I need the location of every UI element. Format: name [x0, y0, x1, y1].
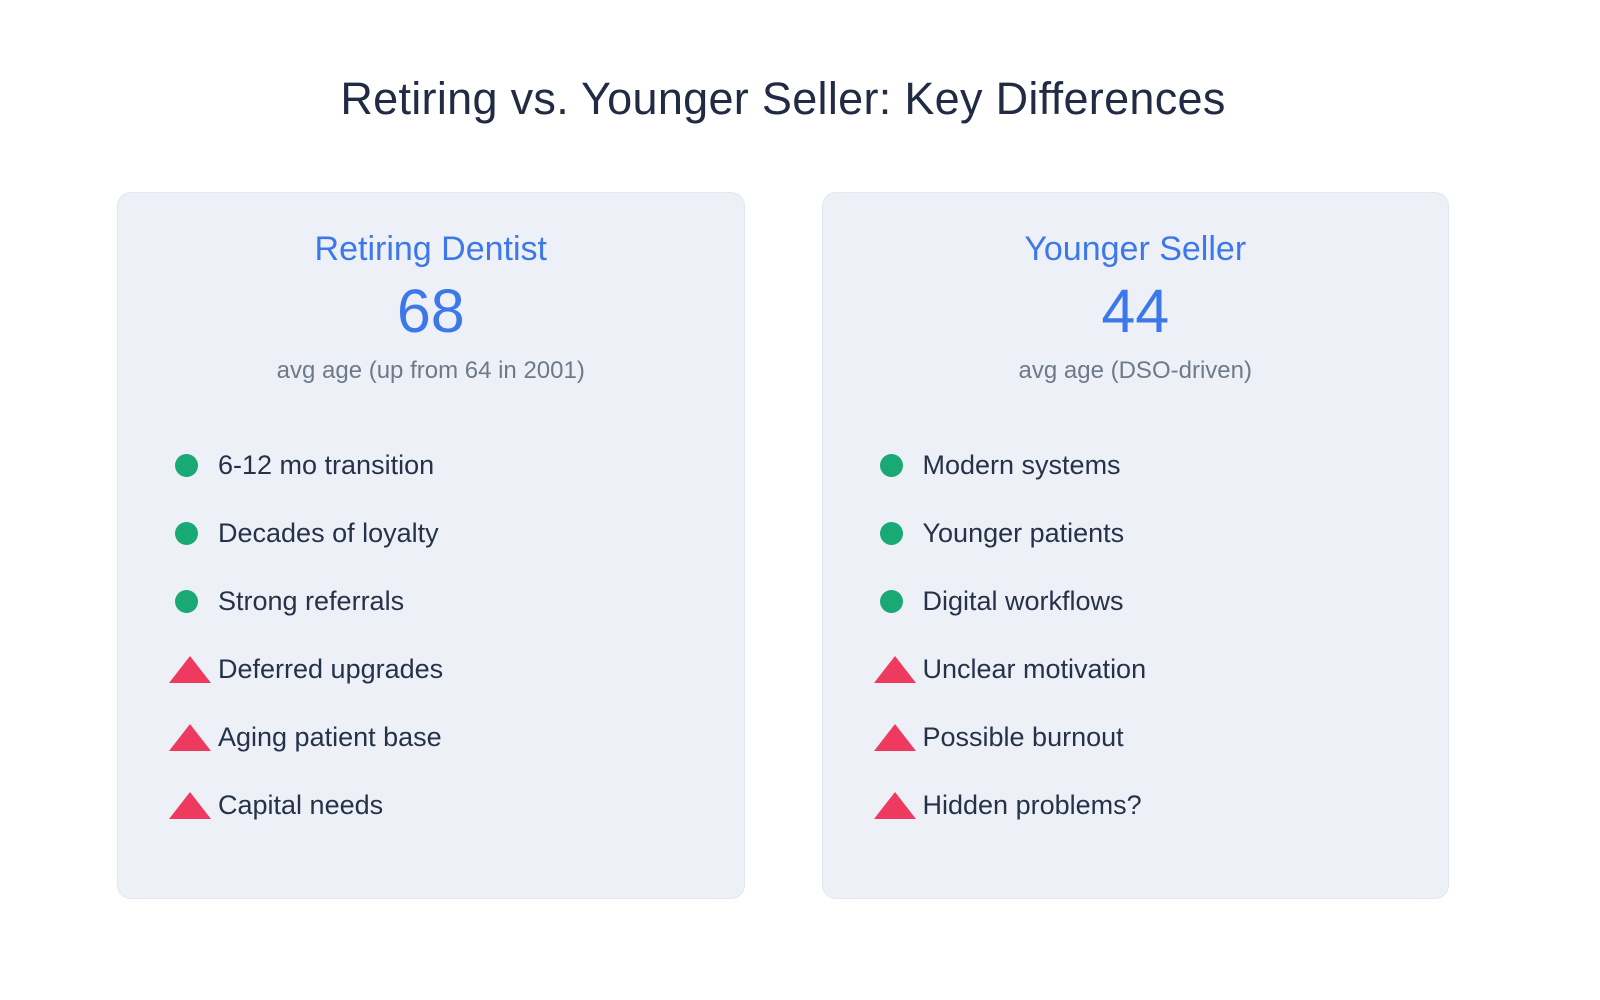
card-title: Retiring Dentist — [314, 230, 547, 268]
list-item-label: 6-12 mo transition — [218, 450, 435, 481]
warning-triangle-icon — [169, 792, 211, 820]
warning-triangle-icon — [873, 724, 916, 752]
list-item: Deferred upgrades — [168, 652, 700, 688]
circle-bullet-icon — [175, 590, 198, 614]
list-item: Strong referrals — [168, 584, 700, 620]
list-item-label: Deferred upgrades — [218, 654, 444, 685]
pros-list: Modern systems Younger patients Digital … — [867, 448, 1405, 620]
circle-bullet-icon — [879, 522, 903, 546]
cards-row: Retiring Dentist 68 avg age (up from 64 … — [117, 192, 1449, 899]
list-item: Possible burnout — [873, 720, 1405, 756]
list-item: Unclear motivation — [873, 652, 1405, 688]
card-stat-value: 68 — [396, 276, 465, 345]
list-item-label: Aging patient base — [218, 722, 442, 753]
page-title: Retiring vs. Younger Seller: Key Differe… — [340, 73, 1226, 124]
list-item: Decades of loyalty — [168, 516, 700, 552]
list-item: Digital workflows — [873, 584, 1405, 620]
card-retiring-dentist: Retiring Dentist 68 avg age (up from 64 … — [117, 192, 745, 899]
list-item: Aging patient base — [168, 720, 700, 756]
warning-triangle-icon — [873, 792, 916, 820]
pros-list: 6-12 mo transition Decades of loyalty St… — [162, 448, 700, 620]
card-stat-value: 44 — [1101, 276, 1170, 345]
card-stat-caption: avg age (DSO-driven) — [1018, 356, 1252, 384]
list-item: Hidden problems? — [873, 788, 1405, 824]
list-item-label: Digital workflows — [922, 586, 1124, 617]
circle-bullet-icon — [879, 590, 903, 614]
list-item-label: Hidden problems? — [922, 790, 1142, 821]
cons-list: Unclear motivation Possible burnout Hidd… — [867, 652, 1405, 824]
warning-triangle-icon — [169, 656, 211, 684]
list-item-label: Capital needs — [218, 790, 384, 821]
list-item-label: Modern systems — [922, 450, 1121, 481]
card-title: Younger Seller — [1024, 230, 1247, 268]
list-item: Younger patients — [873, 516, 1405, 552]
cons-list: Deferred upgrades Aging patient base Cap… — [162, 652, 700, 824]
list-item-label: Strong referrals — [218, 586, 405, 617]
content-wrapper: Retiring vs. Younger Seller: Key Differe… — [117, 0, 1449, 899]
circle-bullet-icon — [175, 454, 198, 478]
card-younger-seller: Younger Seller 44 avg age (DSO-driven) M… — [821, 192, 1449, 899]
warning-triangle-icon — [169, 724, 211, 752]
list-item: Modern systems — [873, 448, 1405, 484]
card-stat-caption: avg age (up from 64 in 2001) — [276, 356, 585, 384]
circle-bullet-icon — [175, 522, 198, 546]
list-item: Capital needs — [168, 788, 700, 824]
list-item-label: Younger patients — [922, 518, 1125, 549]
list-item: 6-12 mo transition — [168, 448, 700, 484]
list-item-label: Decades of loyalty — [218, 518, 439, 549]
list-item-label: Possible burnout — [922, 722, 1124, 753]
circle-bullet-icon — [879, 454, 903, 478]
warning-triangle-icon — [873, 656, 916, 684]
list-item-label: Unclear motivation — [922, 654, 1147, 685]
